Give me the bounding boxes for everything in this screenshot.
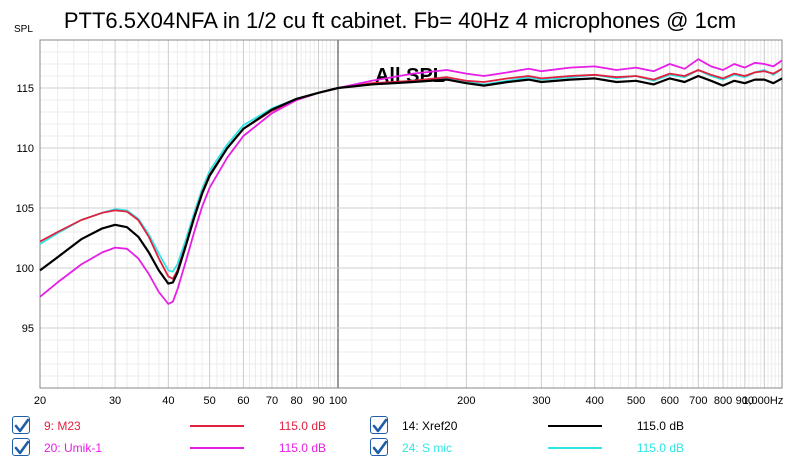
x-tick-label: 900 [736, 395, 754, 407]
checkbox-xref20[interactable] [370, 416, 388, 434]
legend-value: 115.0 dB [636, 419, 684, 433]
checkmark-icon [372, 440, 388, 455]
x-tick-label: 500 [627, 395, 645, 407]
x-tick-label: 400 [586, 395, 604, 407]
plot-area [40, 40, 782, 388]
y-tick-label: 100 [16, 263, 34, 275]
checkbox-m23[interactable] [12, 416, 30, 434]
legend-entry-umik1: 20: Umik-1 115.0 dB [0, 438, 400, 458]
x-tick-label: 300 [532, 395, 550, 407]
legend-label: 20: Umik-1 [44, 441, 103, 455]
checkbox-smic[interactable] [370, 438, 388, 456]
x-tick-label: 20 [34, 395, 46, 407]
y-tick-label: 110 [16, 143, 34, 155]
legend-value: 115.0 dB [636, 441, 684, 455]
x-tick-label: 200 [457, 395, 475, 407]
series-line-20-umik-1 [39, 58, 783, 305]
checkmark-icon [14, 418, 30, 433]
legend-value: 115.0 dB [278, 441, 326, 455]
legend-entry-m23: 9: M23 115.0 dB [0, 416, 400, 436]
spl-chart: 20 30 40 50 60 70 80 90 100 200 300 400 500 600 700 800… [14, 24, 783, 407]
x-tick-label: 90 [312, 395, 324, 407]
x-tick-label: 800 [714, 395, 732, 407]
checkbox-umik1[interactable] [12, 438, 30, 456]
legend-swatch [548, 447, 602, 449]
chart-title: PTT6.5X04NFA in 1/2 cu ft cabinet. Fb= 4… [63, 8, 737, 33]
plot-frame [39, 39, 783, 389]
x-tick-label: 30 [109, 395, 121, 407]
legend-label: 24: S mic [402, 441, 453, 455]
x-tick-label: 60 [237, 395, 249, 407]
x-tick-label: 50 [204, 395, 216, 407]
y-axis-label: SPL [14, 24, 33, 35]
x-tick-label: 700 [689, 395, 707, 407]
x-tick-label: 1,000Hz [742, 395, 783, 407]
legend-label: 9: M23 [44, 419, 81, 433]
x-tick-label: 100 [329, 395, 347, 407]
legend-entry-smic: 24: S mic 115.0 dB [0, 438, 800, 458]
legend-label: 14: Xref20 [402, 419, 458, 433]
checkmark-icon [14, 440, 30, 455]
x-tick-label: 40 [162, 395, 174, 407]
legend-swatch [190, 447, 244, 449]
x-tick-label: 70 [266, 395, 278, 407]
y-tick-label: 115 [16, 83, 34, 95]
series-line-14-xref20 [39, 74, 783, 285]
legend-swatch [190, 425, 244, 427]
legend-entry-xref20: 14: Xref20 115.0 dB [0, 416, 800, 436]
legend-value: 115.0 dB [278, 419, 326, 433]
series-line-9-m23 [39, 68, 783, 280]
y-tick-label: 105 [16, 203, 34, 215]
legend: 9: M23 115.0 dB 14: Xref20 115.0 dB 20: … [0, 412, 800, 460]
x-tick-label: 600 [661, 395, 679, 407]
checkmark-icon [372, 418, 388, 433]
x-tick-label: 80 [291, 395, 303, 407]
legend-swatch [548, 425, 602, 427]
y-tick-label: 95 [22, 323, 34, 335]
